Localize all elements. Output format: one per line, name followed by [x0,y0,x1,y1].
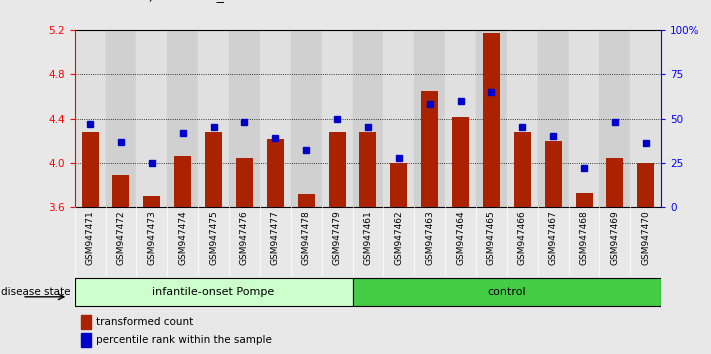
Text: percentile rank within the sample: percentile rank within the sample [96,335,272,345]
Bar [599,30,631,207]
Text: GSM947462: GSM947462 [395,211,403,265]
Text: GSM947470: GSM947470 [641,211,651,265]
Text: GSM947463: GSM947463 [425,211,434,265]
Bar [112,175,129,207]
Bar [514,132,531,207]
Text: GSM947461: GSM947461 [363,211,373,265]
Bar [75,30,105,207]
Bar [360,132,376,207]
Bar [390,163,407,207]
Text: GSM947475: GSM947475 [209,211,218,265]
Bar [80,315,91,329]
Bar [383,30,415,207]
Bar [452,118,469,207]
Text: disease state: disease state [1,287,70,297]
Bar [606,159,624,207]
Bar [82,132,99,207]
Text: GSM947468: GSM947468 [579,211,589,265]
Text: GSM947469: GSM947469 [611,211,619,265]
Bar [236,159,253,207]
Text: GSM947466: GSM947466 [518,211,527,265]
Bar [545,141,562,207]
Bar [328,132,346,207]
Bar [105,30,137,207]
Text: GSM947471: GSM947471 [85,211,95,265]
Bar [260,30,291,207]
Bar [167,30,198,207]
Bar [353,30,383,207]
Text: control: control [488,287,526,297]
Text: GSM947479: GSM947479 [333,211,341,265]
Text: GSM947465: GSM947465 [487,211,496,265]
Bar [80,333,91,347]
Bar [298,194,315,207]
Bar [569,30,599,207]
Text: GSM947464: GSM947464 [456,211,465,265]
Bar [415,30,445,207]
Bar [538,30,569,207]
Text: GSM947476: GSM947476 [240,211,249,265]
Text: transformed count: transformed count [96,318,193,327]
Bar [483,33,500,207]
Bar [353,278,661,306]
Text: GSM947474: GSM947474 [178,211,187,265]
Bar [205,132,222,207]
Bar [75,278,353,306]
Text: GSM947467: GSM947467 [549,211,557,265]
Bar [637,163,654,207]
Text: GDS4410 / 1560787_at: GDS4410 / 1560787_at [89,0,239,2]
Text: GSM947473: GSM947473 [147,211,156,265]
Bar [321,30,353,207]
Bar [198,30,229,207]
Text: GSM947472: GSM947472 [117,211,125,265]
Text: GSM947478: GSM947478 [301,211,311,265]
Bar [445,30,476,207]
Bar [576,193,592,207]
Bar [137,30,167,207]
Bar [421,91,438,207]
Text: infantile-onset Pompe: infantile-onset Pompe [152,287,274,297]
Bar [174,156,191,207]
Bar [631,30,661,207]
Text: GSM947477: GSM947477 [271,211,280,265]
Bar [476,30,507,207]
Bar [229,30,260,207]
Bar [291,30,321,207]
Bar [144,196,160,207]
Bar [507,30,538,207]
Bar [267,138,284,207]
